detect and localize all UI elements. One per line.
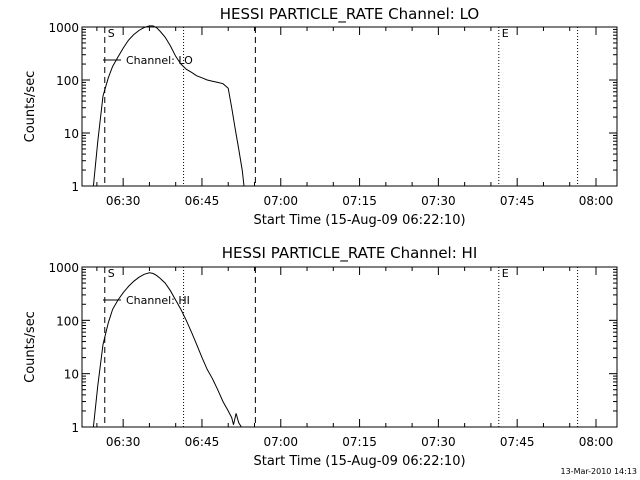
y-tick-label: 10 xyxy=(64,368,79,382)
x-tick-label: 07:15 xyxy=(342,194,377,208)
x-tick-label: 07:30 xyxy=(421,435,456,449)
x-tick-label: 07:15 xyxy=(342,435,377,449)
plot-frame xyxy=(81,26,618,187)
x-axis-label: Start Time (15-Aug-09 06:22:10) xyxy=(253,213,465,228)
marker-label: E xyxy=(502,267,509,280)
count-rate-line xyxy=(92,272,242,428)
x-tick-label: 08:00 xyxy=(579,194,614,208)
x-tick-label: 06:45 xyxy=(185,194,220,208)
plot-frame xyxy=(81,266,618,428)
x-tick-label: 07:00 xyxy=(263,194,298,208)
y-tick-label: 1 xyxy=(71,180,79,194)
generation-timestamp: 13-Mar-2010 14:13 xyxy=(561,467,638,476)
chart-title: HESSI PARTICLE_RATE Channel: HI xyxy=(222,244,478,263)
chart-title: HESSI PARTICLE_RATE Channel: LO xyxy=(220,5,479,24)
y-tick-label: 100 xyxy=(56,74,79,88)
y-axis-label: Counts/sec xyxy=(23,71,38,143)
marker-label: E xyxy=(502,27,509,40)
y-tick-label: 1000 xyxy=(48,261,79,275)
legend-label: Channel: HI xyxy=(126,294,190,307)
legend-label: Channel: LO xyxy=(126,54,193,67)
x-tick-label: 06:30 xyxy=(106,435,141,449)
y-axis-label: Counts/sec xyxy=(23,311,38,383)
marker-label: S xyxy=(108,267,115,280)
y-tick-label: 10 xyxy=(64,127,79,141)
chart-panel-2: HESSI PARTICLE_RATE Channel: HI 06:30 06:4… xyxy=(23,244,618,469)
x-tick-label: 07:30 xyxy=(421,194,456,208)
y-tick-label: 1 xyxy=(71,421,79,435)
count-rate-line xyxy=(92,25,245,187)
x-axis-label: Start Time (15-Aug-09 06:22:10) xyxy=(253,454,465,469)
x-tick-label: 07:00 xyxy=(263,435,298,449)
y-tick-label: 100 xyxy=(56,314,79,328)
x-tick-label: 08:00 xyxy=(579,435,614,449)
chart-panel-1: HESSI PARTICLE_RATE Channel: LO 06:30 06:4… xyxy=(23,5,618,228)
y-tick-label: 1000 xyxy=(48,21,79,35)
marker-label: S xyxy=(108,27,115,40)
x-tick-label: 07:45 xyxy=(500,435,535,449)
x-tick-label: 06:45 xyxy=(185,435,220,449)
x-tick-label: 07:45 xyxy=(500,194,535,208)
x-tick-label: 06:30 xyxy=(106,194,141,208)
